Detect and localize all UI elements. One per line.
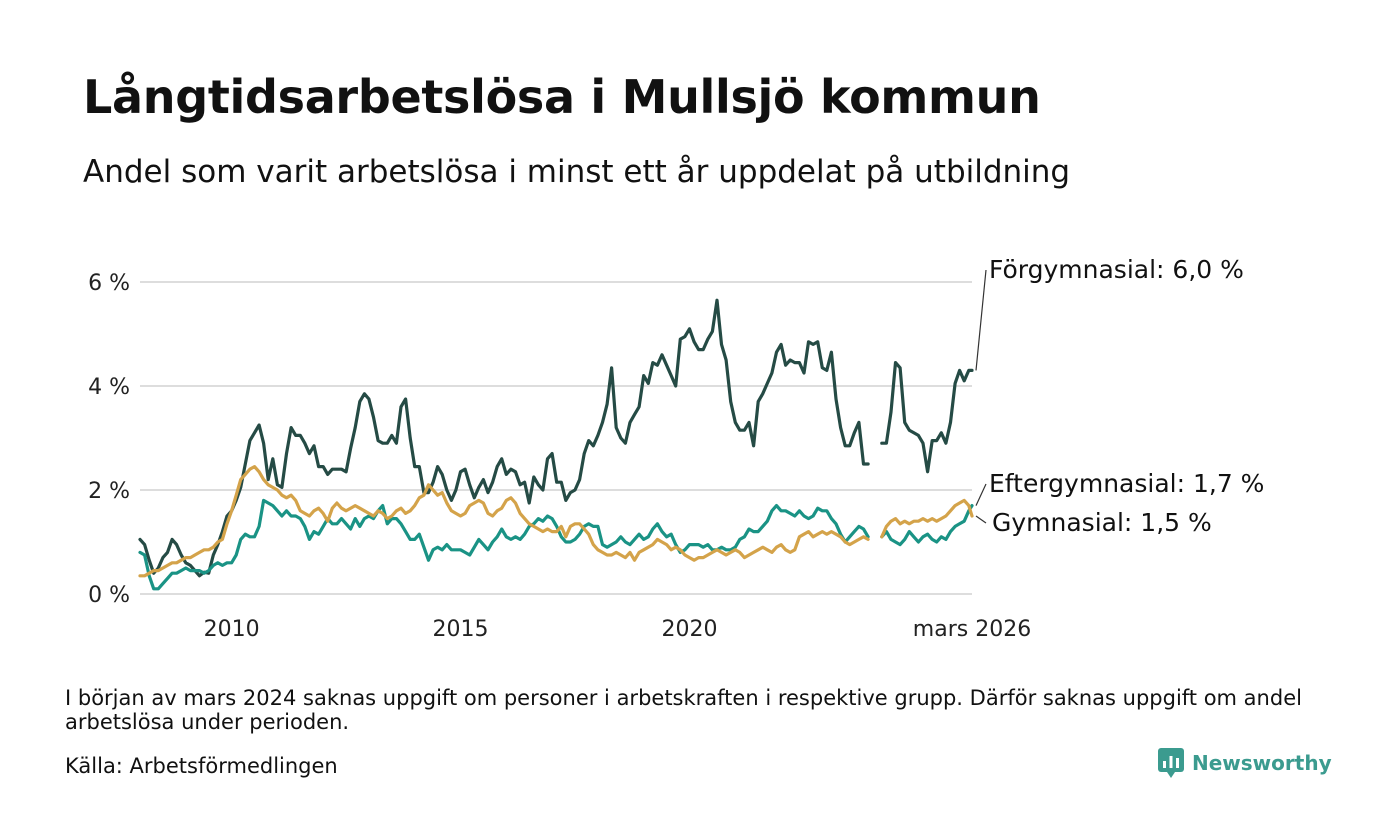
series-line-forgymnasial-0 xyxy=(138,298,870,578)
x-tick-label: mars 2026 xyxy=(913,617,1031,642)
y-tick-label: 0 % xyxy=(88,583,130,608)
x-tick-label: 2010 xyxy=(204,617,260,642)
brand-name: Newsworthy xyxy=(1192,751,1332,775)
y-tick-label: 6 % xyxy=(88,271,130,296)
series-line-gymnasial-1 xyxy=(880,498,974,539)
label-connector-eftergymnasial xyxy=(975,483,987,506)
x-axis-ticks: 2010 2015 2020 mars 2026 xyxy=(204,617,1032,642)
end-label-gymnasial: Gymnasial: 1,5 % xyxy=(992,508,1212,537)
x-tick-label: 2015 xyxy=(433,617,489,642)
y-axis-ticks: 0 % 2 % 4 % 6 % xyxy=(88,271,130,608)
series-line-gymnasial-0 xyxy=(138,465,870,578)
series-line-eftergymnasial-1 xyxy=(880,504,974,547)
end-labels: Förgymnasial: 6,0 % Eftergymnasial: 1,7 %… xyxy=(975,255,1264,537)
end-label-forgymnasial: Förgymnasial: 6,0 % xyxy=(989,255,1244,284)
chart-title: Långtidsarbetslösa i Mullsjö kommun xyxy=(83,70,1041,124)
chart-subtitle: Andel som varit arbetslösa i minst ett å… xyxy=(83,154,1071,190)
x-tick-label: 2020 xyxy=(661,617,717,642)
series-lines xyxy=(138,298,974,591)
end-label-eftergymnasial: Eftergymnasial: 1,7 % xyxy=(989,469,1264,498)
newsworthy-chart-icon xyxy=(1158,748,1184,778)
y-tick-label: 4 % xyxy=(88,375,130,400)
series-line-forgymnasial-1 xyxy=(880,361,974,474)
label-connector-forgymnasial xyxy=(975,269,987,371)
label-connector-gymnasial xyxy=(975,515,987,524)
y-tick-label: 2 % xyxy=(88,479,130,504)
newsworthy-logo[interactable]: Newsworthy xyxy=(1158,748,1332,778)
grid-lines xyxy=(140,281,972,595)
source-text: Källa: Arbetsförmedlingen xyxy=(65,754,338,778)
footnote: I början av mars 2024 saknas uppgift om … xyxy=(65,686,1302,734)
series-line-eftergymnasial-0 xyxy=(138,498,870,591)
